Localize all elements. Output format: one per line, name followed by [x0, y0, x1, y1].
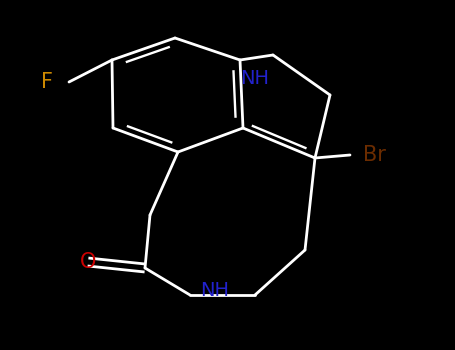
Text: Br: Br [363, 145, 386, 165]
Text: O: O [80, 252, 96, 272]
Text: NH: NH [241, 69, 269, 88]
Text: NH: NH [201, 280, 229, 300]
Text: F: F [41, 72, 53, 92]
